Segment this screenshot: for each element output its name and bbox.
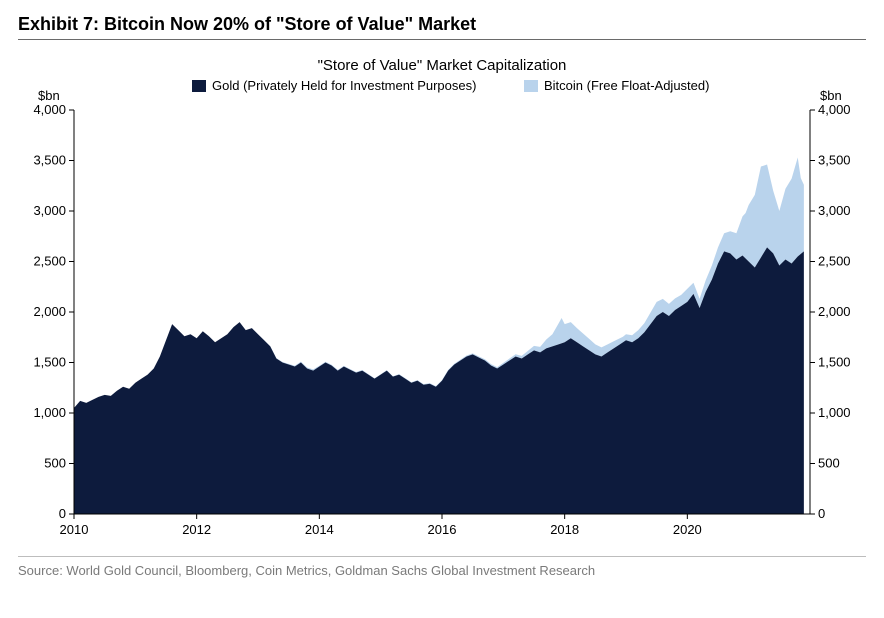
y-axis-unit-left: $bn: [38, 88, 60, 103]
y-tick-label-right: 4,000: [818, 102, 851, 117]
chart-container: "Store of Value" Market Capitalization Go…: [18, 50, 866, 550]
y-tick-label-left: 0: [59, 506, 66, 521]
legend-label: Bitcoin (Free Float-Adjusted): [544, 78, 709, 93]
y-axis-unit-right: $bn: [820, 88, 842, 103]
y-tick-label-right: 3,000: [818, 203, 851, 218]
y-tick-label-left: 2,500: [33, 254, 66, 269]
y-tick-label-right: 2,000: [818, 304, 851, 319]
legend-swatch: [524, 80, 538, 92]
y-tick-label-right: 2,500: [818, 254, 851, 269]
x-tick-label: 2010: [60, 522, 89, 537]
y-tick-label-left: 1,500: [33, 355, 66, 370]
chart-title: "Store of Value" Market Capitalization: [318, 57, 567, 74]
source-divider: [18, 556, 866, 557]
y-tick-label-right: 1,500: [818, 355, 851, 370]
exhibit: Exhibit 7: Bitcoin Now 20% of "Store of …: [0, 0, 884, 618]
y-tick-label-left: 3,000: [33, 203, 66, 218]
source-text: Source: World Gold Council, Bloomberg, C…: [18, 563, 866, 578]
y-tick-label-left: 1,000: [33, 405, 66, 420]
x-tick-label: 2020: [673, 522, 702, 537]
x-tick-label: 2014: [305, 522, 334, 537]
chart-svg: "Store of Value" Market Capitalization Go…: [18, 50, 866, 550]
x-tick-label: 2012: [182, 522, 211, 537]
x-tick-label: 2016: [428, 522, 457, 537]
y-tick-label-right: 0: [818, 506, 825, 521]
x-tick-label: 2018: [550, 522, 579, 537]
y-tick-label-right: 1,000: [818, 405, 851, 420]
y-tick-label-left: 4,000: [33, 102, 66, 117]
y-tick-label-left: 2,000: [33, 304, 66, 319]
y-tick-label-left: 3,500: [33, 153, 66, 168]
y-tick-label-right: 500: [818, 456, 840, 471]
legend-label: Gold (Privately Held for Investment Purp…: [212, 78, 476, 93]
y-tick-label-left: 500: [44, 456, 66, 471]
exhibit-title: Exhibit 7: Bitcoin Now 20% of "Store of …: [18, 14, 866, 35]
y-tick-label-right: 3,500: [818, 153, 851, 168]
title-divider: [18, 39, 866, 40]
legend-swatch: [192, 80, 206, 92]
